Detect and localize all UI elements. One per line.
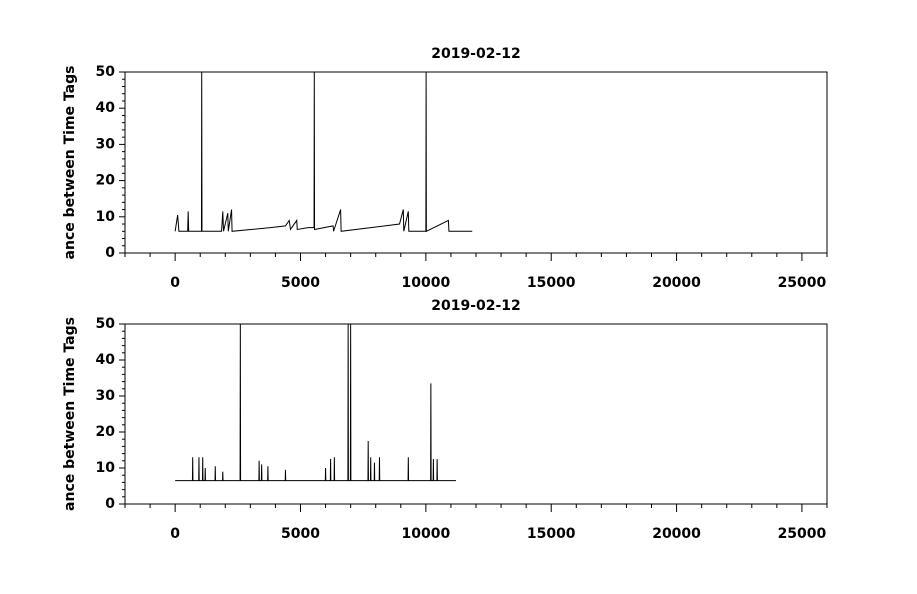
x-tick-label: 5000 [281,275,320,291]
chart-title: 2019-02-12 [431,298,521,314]
y-axis-label: ance between Time Tags [62,317,78,511]
x-tick-label: 10000 [401,526,450,542]
y-tick-label: 0 [105,496,115,512]
y-tick-label: 10 [96,209,116,225]
axes-box [124,323,828,505]
axes-box [124,71,828,254]
x-tick-label: 0 [170,275,180,291]
x-tick-label: 10000 [401,275,450,291]
y-tick-label: 10 [96,460,116,476]
x-tick-label: 20000 [652,526,701,542]
y-tick-label: 20 [96,424,116,440]
y-tick-label: 30 [96,136,116,152]
x-tick-label: 25000 [778,275,827,291]
y-tick-label: 20 [96,173,116,189]
x-tick-label: 20000 [652,275,701,291]
x-tick-label: 15000 [527,526,576,542]
x-tick-label: 5000 [281,526,320,542]
y-tick-label: 50 [96,64,116,80]
chart-title: 2019-02-12 [431,46,521,62]
x-tick-label: 0 [170,526,180,542]
y-tick-label: 50 [96,316,116,332]
y-tick-label: 0 [105,245,115,261]
data-line [175,324,456,482]
data-line [174,72,473,233]
x-tick-label: 25000 [778,526,827,542]
y-axis-label: ance between Time Tags [62,66,78,260]
y-tick-label: 30 [96,388,116,404]
y-tick-label: 40 [96,100,116,116]
y-tick-label: 40 [96,352,116,368]
x-tick-label: 15000 [527,275,576,291]
